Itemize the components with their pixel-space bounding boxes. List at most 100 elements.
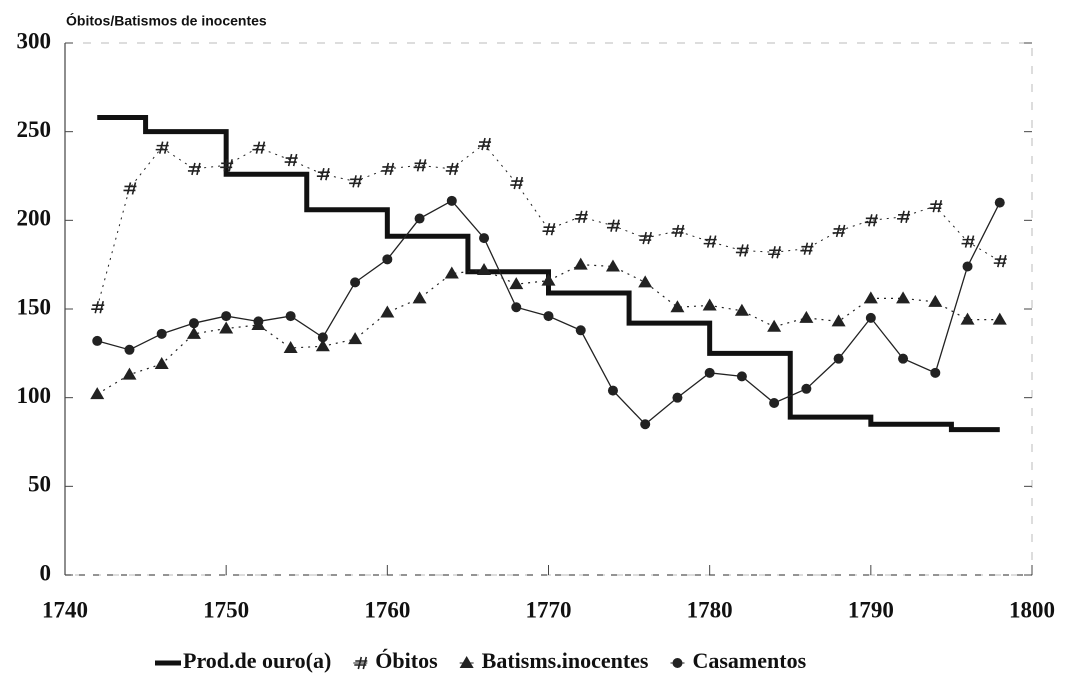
marker xyxy=(446,195,457,206)
marker xyxy=(832,224,846,238)
marker xyxy=(735,244,749,257)
marker xyxy=(671,224,685,238)
marker xyxy=(91,301,105,314)
y-tick-label: 150 xyxy=(17,294,52,319)
marker xyxy=(354,656,368,670)
marker xyxy=(124,344,135,355)
marker xyxy=(412,291,427,304)
marker xyxy=(606,219,620,232)
marker xyxy=(769,397,780,408)
marker xyxy=(962,261,973,272)
marker xyxy=(896,291,911,304)
marker xyxy=(283,341,298,354)
legend-label: Batisms.inocentes xyxy=(482,648,649,673)
legend-item: Óbitos xyxy=(353,648,438,673)
marker xyxy=(90,387,105,400)
marker xyxy=(575,325,586,336)
marker xyxy=(670,300,685,313)
legend-label: Casamentos xyxy=(692,648,806,673)
x-tick-label: 1770 xyxy=(526,597,572,622)
marker xyxy=(413,159,427,172)
marker xyxy=(315,339,330,352)
x-tick-label: 1800 xyxy=(1009,597,1055,622)
marker xyxy=(672,658,683,668)
marker xyxy=(445,162,459,176)
y-tick-label: 250 xyxy=(17,117,52,142)
marker xyxy=(863,291,878,304)
marker xyxy=(768,246,782,259)
marker xyxy=(479,233,490,244)
marker xyxy=(960,312,975,325)
y-tick-label: 0 xyxy=(40,560,52,585)
marker xyxy=(639,231,653,245)
marker xyxy=(317,332,328,343)
marker xyxy=(993,254,1007,268)
marker xyxy=(154,356,169,369)
marker xyxy=(252,141,266,154)
marker xyxy=(929,199,943,213)
marker xyxy=(220,159,234,172)
marker xyxy=(930,367,941,378)
marker xyxy=(734,303,749,316)
marker xyxy=(672,392,683,403)
marker xyxy=(542,223,556,236)
marker xyxy=(382,254,393,265)
marker xyxy=(380,305,395,318)
marker xyxy=(221,311,232,322)
legend-item: Casamentos xyxy=(670,648,807,673)
legend-label: Óbitos xyxy=(375,648,438,673)
marker xyxy=(640,419,651,430)
marker xyxy=(186,326,201,339)
marker xyxy=(833,353,844,364)
marker xyxy=(543,311,554,322)
marker xyxy=(348,332,363,345)
marker xyxy=(574,210,588,223)
marker xyxy=(865,312,876,323)
marker xyxy=(92,335,103,346)
marker xyxy=(156,328,167,339)
y-tick-label: 200 xyxy=(17,206,52,231)
marker xyxy=(510,176,524,190)
y-tick-label: 50 xyxy=(28,472,51,497)
marker xyxy=(350,277,361,288)
marker xyxy=(898,353,909,364)
marker xyxy=(316,168,330,181)
marker xyxy=(511,302,522,313)
marker xyxy=(736,371,747,382)
y-tick-label: 300 xyxy=(17,28,52,53)
marker xyxy=(961,235,975,248)
marker xyxy=(155,141,169,154)
marker xyxy=(767,319,782,332)
x-tick-label: 1780 xyxy=(687,597,733,622)
y-tick-label: 100 xyxy=(17,383,52,408)
marker xyxy=(123,182,137,195)
marker xyxy=(459,656,474,668)
x-tick-label: 1760 xyxy=(364,597,410,622)
marker xyxy=(799,310,814,323)
marker xyxy=(928,294,943,307)
x-tick-label: 1750 xyxy=(203,597,249,622)
marker xyxy=(607,385,618,396)
chart-title: Óbitos/Batismos de inocentes xyxy=(66,12,267,29)
marker xyxy=(801,383,812,394)
marker xyxy=(188,318,199,329)
marker xyxy=(605,259,620,272)
marker xyxy=(994,197,1005,208)
marker xyxy=(831,314,846,327)
marker xyxy=(349,175,363,188)
marker xyxy=(702,298,717,311)
marker xyxy=(381,162,395,176)
marker xyxy=(992,312,1007,325)
marker xyxy=(541,273,556,286)
marker xyxy=(573,257,588,270)
marker xyxy=(219,321,234,334)
marker xyxy=(285,311,296,322)
plot-frame xyxy=(64,42,1033,576)
legend-item: Prod.de ouro(a) xyxy=(155,648,331,673)
marker xyxy=(253,316,264,327)
marker xyxy=(187,162,201,176)
marker xyxy=(284,153,298,167)
marker xyxy=(444,266,459,279)
legend-label: Prod.de ouro(a) xyxy=(183,648,331,673)
